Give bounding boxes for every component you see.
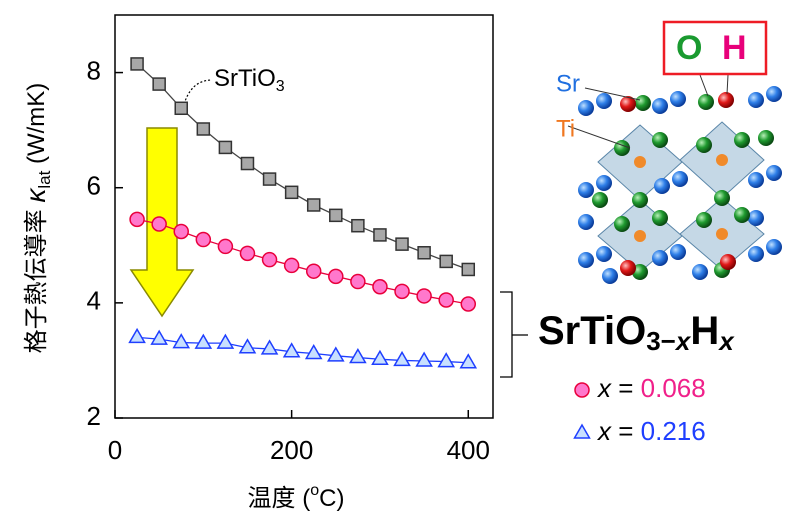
- page: Sr Ti O H 2 4 6 8 0 200 400 温度 (oC) 格子熱伝導率 κlat …: [0, 0, 792, 520]
- triangle-marker: [262, 341, 277, 354]
- triangle-marker: [152, 331, 167, 344]
- legend-label: x = 0.216: [596, 416, 706, 446]
- circle-marker: [240, 246, 254, 260]
- triangle-marker: [395, 352, 410, 365]
- square-marker: [352, 220, 364, 232]
- circle-marker: [130, 212, 144, 226]
- circle-marker: [329, 269, 343, 283]
- x-axis-label-part: C): [319, 485, 344, 512]
- x-tick-label: 400: [447, 435, 490, 465]
- triangle-marker: [218, 335, 233, 348]
- y-tick-label: 8: [87, 55, 101, 85]
- square-marker: [308, 199, 320, 211]
- x-tick-label: 200: [270, 435, 313, 465]
- ti-label: Ti: [556, 115, 575, 142]
- sr-label: Sr: [556, 70, 580, 97]
- legend-label-part: x: [596, 416, 612, 446]
- circle-marker: [196, 233, 210, 247]
- circle-marker: [174, 224, 188, 238]
- x-tick-label: 0: [108, 435, 122, 465]
- legend-label: x = 0.068: [596, 373, 706, 403]
- bracket: [500, 292, 528, 377]
- square-marker: [131, 58, 143, 70]
- y-tick-label: 4: [87, 286, 101, 316]
- y-tick-label: 2: [87, 401, 101, 431]
- legend-title-part: 3−: [646, 326, 676, 356]
- circle-marker: [373, 280, 387, 294]
- square-marker: [264, 173, 276, 185]
- h-label: H: [722, 29, 747, 67]
- triangle-marker: [130, 329, 145, 342]
- triangle-marker: [350, 350, 365, 363]
- circle-marker: [218, 239, 232, 253]
- triangle-marker: [417, 353, 432, 366]
- legend-label-part: 0.216: [641, 416, 706, 446]
- series-line: [137, 337, 468, 362]
- square-marker: [440, 255, 452, 267]
- square-marker: [241, 158, 253, 170]
- series-annotation: SrTiO3: [214, 65, 285, 95]
- chart: Sr Ti O H 2 4 6 8 0 200 400 温度 (oC) 格子熱伝導率 κlat …: [0, 0, 792, 520]
- circle-marker: [307, 264, 321, 278]
- circle-marker: [285, 258, 299, 272]
- y-axis-label: 格子熱伝導率 κlat (W/mK): [20, 83, 54, 354]
- square-marker: [153, 78, 165, 90]
- circle-marker: [439, 293, 453, 307]
- square-marker: [374, 229, 386, 241]
- square-marker: [197, 123, 209, 135]
- triangle-marker: [174, 335, 189, 348]
- legend-label-part: =: [611, 373, 641, 403]
- legend-marker: [575, 425, 590, 438]
- square-marker: [175, 102, 187, 114]
- square-marker: [396, 238, 408, 250]
- legend-marker: [575, 383, 589, 397]
- y-axis-label-part: lat: [35, 170, 54, 188]
- square-marker: [462, 263, 474, 275]
- legend-title-part: x: [674, 326, 692, 356]
- legend-label-part: 0.068: [641, 373, 706, 403]
- triangle-marker: [284, 344, 299, 357]
- series-annotation-part: 3: [276, 78, 285, 95]
- y-axis-label-part: (W/mK): [23, 83, 50, 171]
- circle-marker: [461, 297, 475, 311]
- triangle-marker: [196, 335, 211, 348]
- circle-marker: [351, 275, 365, 289]
- square-marker: [219, 141, 231, 153]
- legend-label-part: x: [596, 373, 612, 403]
- series-line: [137, 64, 468, 270]
- y-tick-label: 6: [87, 171, 101, 201]
- o-label: O: [676, 29, 702, 67]
- triangle-marker: [372, 351, 387, 364]
- square-marker: [418, 247, 430, 259]
- legend-title-part: H: [690, 309, 719, 353]
- series-annotation-part: SrTiO: [214, 65, 276, 92]
- legend-title-part: x: [717, 326, 735, 356]
- triangle-marker: [328, 348, 343, 361]
- square-marker: [286, 186, 298, 198]
- triangle-marker: [306, 346, 321, 359]
- circle-marker: [395, 284, 409, 298]
- circle-marker: [417, 289, 431, 303]
- triangle-marker: [461, 355, 476, 368]
- legend-title: SrTiO3−xHx: [538, 309, 735, 356]
- x-axis-label-part: o: [310, 482, 319, 499]
- legend-label-part: =: [611, 416, 641, 446]
- x-axis-label-part: 温度 (: [248, 485, 311, 512]
- x-axis-label: 温度 (oC): [248, 482, 345, 512]
- triangle-marker: [439, 354, 454, 367]
- square-marker: [330, 209, 342, 221]
- crystal-structure: [568, 22, 782, 284]
- legend-title-part: SrTiO: [538, 309, 646, 353]
- circle-marker: [152, 217, 166, 231]
- y-axis-label-part: 格子熱伝導率: [23, 203, 50, 354]
- circle-marker: [263, 253, 277, 267]
